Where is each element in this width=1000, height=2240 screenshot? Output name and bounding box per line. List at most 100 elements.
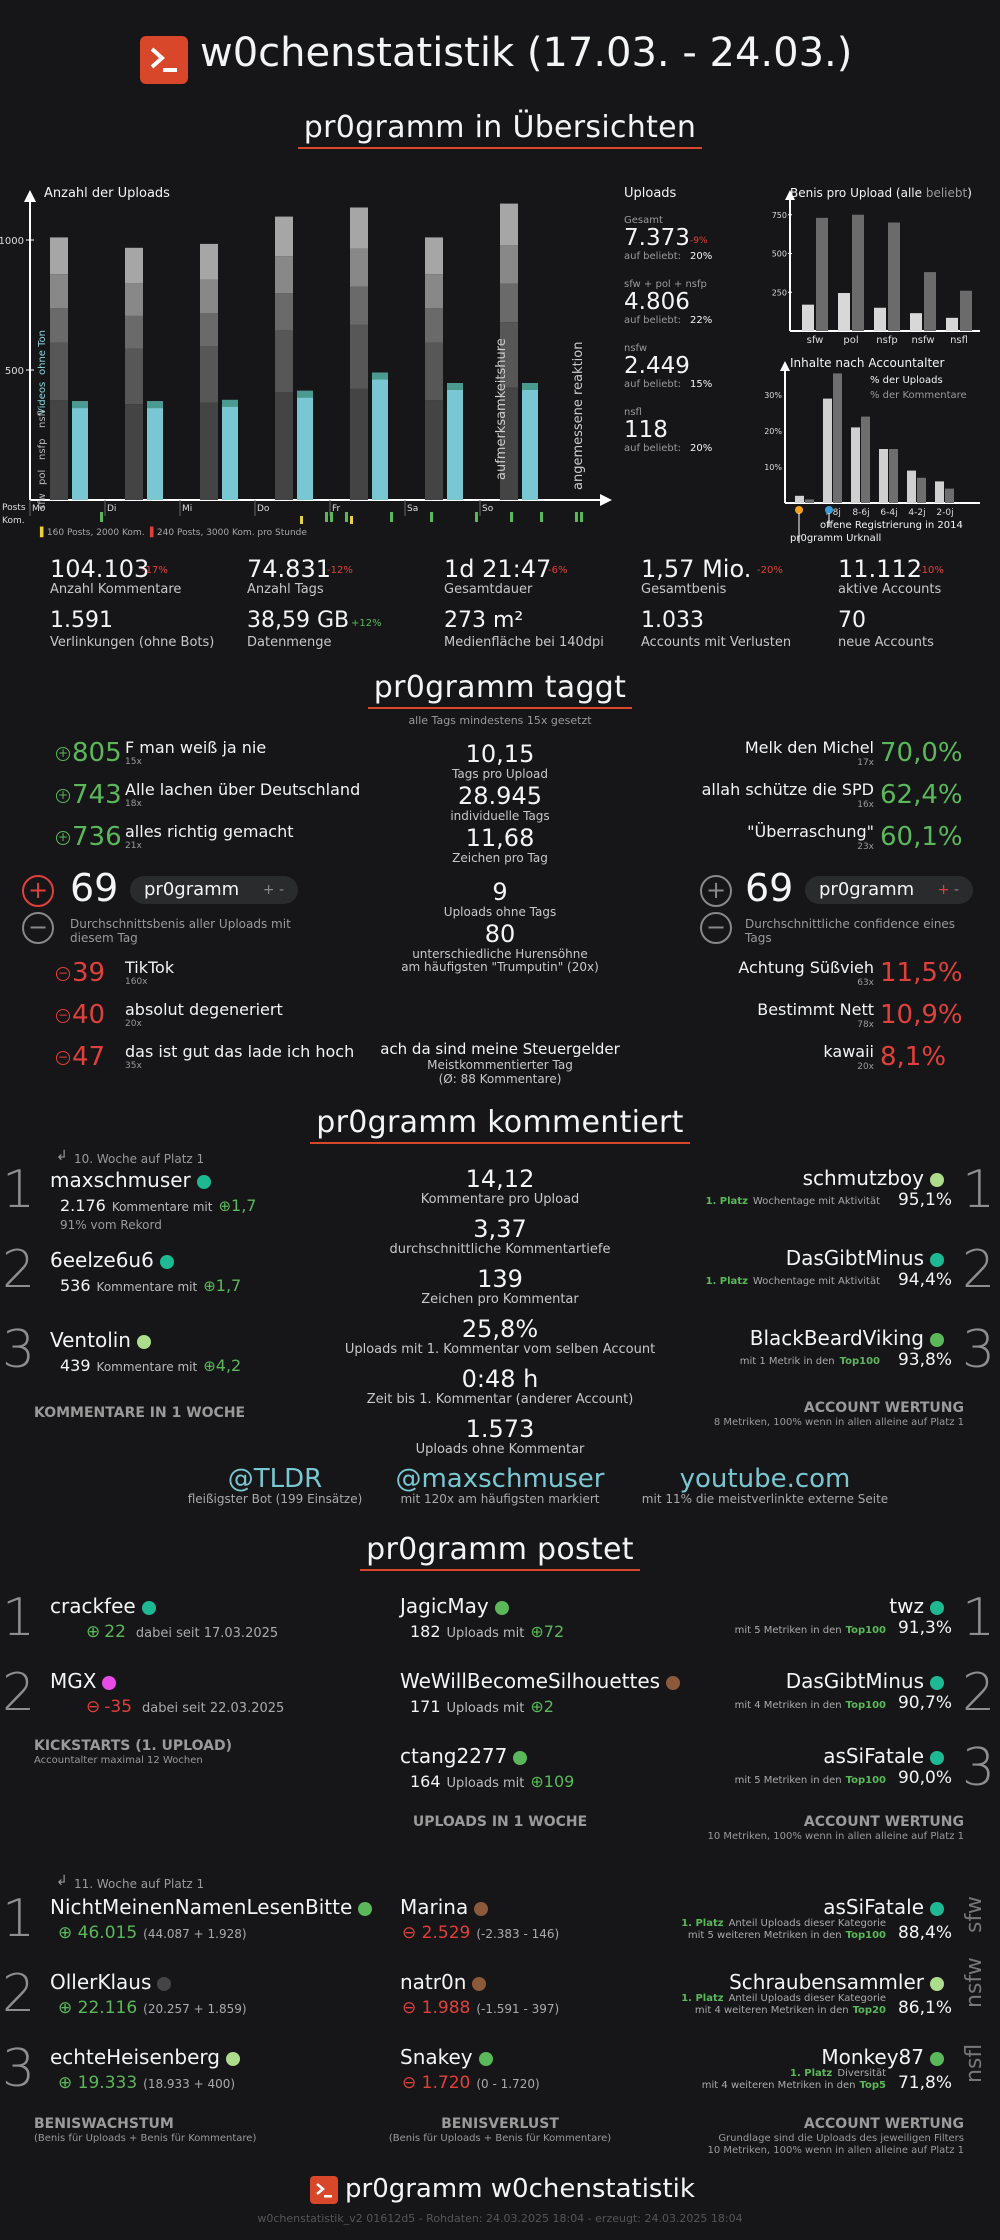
- x-tick-label: sfw: [807, 335, 824, 346]
- user-name-text[interactable]: asSiFatale: [823, 1744, 924, 1768]
- user-name-text[interactable]: Snakey: [400, 2045, 473, 2069]
- account-score: 93,8%: [897, 1350, 952, 1370]
- user-rank-dot: [136, 1334, 151, 1349]
- kick-line: ⊕ 22 dabei seit 17.03.2025: [86, 1622, 278, 1642]
- sort-up-button[interactable]: +: [700, 875, 732, 907]
- gain-line: ⊕ 19.333 (18.933 + 400): [58, 2073, 235, 2093]
- sort-up-button[interactable]: +: [22, 875, 54, 907]
- user-name-text[interactable]: MGX: [50, 1669, 97, 1693]
- user-name-text[interactable]: OllerKlaus: [50, 1970, 152, 1994]
- tag-score: 736: [72, 822, 122, 852]
- upload-bar-segment: [425, 274, 443, 309]
- user-name-text[interactable]: 6eelze6u6: [50, 1248, 154, 1272]
- pill-controls[interactable]: + -: [262, 882, 284, 898]
- age-legend-uploads: % der Uploads: [870, 375, 943, 386]
- user-name: NichtMeinenNamenLesenBitte: [50, 1895, 373, 1919]
- tag-pill-right[interactable]: pr0gramm + -: [805, 876, 973, 904]
- mid-value: 9: [492, 878, 508, 906]
- loss-line: ⊖ 1.720 (0 - 1.720): [402, 2073, 540, 2093]
- user-rank-dot: [666, 1675, 681, 1690]
- desc: mit 5 Metriken in den: [734, 1625, 842, 1636]
- benis-bar-alle: [874, 307, 886, 331]
- sort-down-button[interactable]: −: [22, 912, 54, 944]
- user-name-text[interactable]: JagicMay: [400, 1594, 489, 1618]
- y-tick-label: 500: [772, 250, 787, 259]
- plus-circle-icon: ⊕: [203, 1277, 216, 1295]
- comment-bar: [147, 401, 163, 500]
- tag-name: Melk den Michel: [744, 738, 874, 757]
- user-rank-dot: [157, 1976, 172, 1991]
- user-name-text[interactable]: echteHeisenberg: [50, 2045, 220, 2069]
- user-name-text[interactable]: Monkey87: [821, 2045, 924, 2069]
- comment-bar: [447, 383, 463, 500]
- upload-bar-segment: [200, 402, 218, 500]
- user-name-text[interactable]: asSiFatale: [823, 1895, 924, 1919]
- loss-detail: (0 - 1.720): [476, 2077, 540, 2091]
- footer-meta: w0chenstatistik_v2 01612d5 - Rohdaten: 2…: [257, 2212, 743, 2225]
- metric-desc: mit 5 Metriken in den Top100: [735, 1775, 886, 1786]
- comment-bar: [372, 372, 388, 500]
- stat-label: Datenmenge: [247, 635, 332, 650]
- age-note-reg: offene Registrierung in 2014: [820, 520, 963, 531]
- y-tick-label: 500: [5, 366, 24, 377]
- user-name-text[interactable]: ctang2277: [400, 1744, 508, 1768]
- user-name-text[interactable]: DasGibtMinus: [785, 1669, 924, 1693]
- user-rank-dot: [513, 1750, 528, 1765]
- tag-pill-left[interactable]: pr0gramm + -: [130, 876, 298, 904]
- sort-down-button[interactable]: −: [700, 912, 732, 944]
- comment-bar: [222, 399, 238, 500]
- uploads-stat-value: 2.449: [624, 353, 690, 379]
- user-name-text[interactable]: crackfee: [50, 1594, 136, 1618]
- heatmap-tick: [300, 516, 303, 524]
- comment-count: 536: [60, 1276, 91, 1295]
- pill-controls[interactable]: + -: [937, 882, 959, 898]
- user-name-text[interactable]: schmutzboy: [802, 1166, 924, 1190]
- annotation: angemessene reaktion: [571, 342, 586, 490]
- account-score: 71,8%: [897, 2073, 952, 2093]
- user-name: Monkey87: [821, 2045, 944, 2069]
- kick-benis: -35: [104, 1697, 133, 1717]
- user-name-text[interactable]: NichtMeinenNamenLesenBitte: [50, 1895, 353, 1919]
- upload-bar-segment: [200, 279, 218, 314]
- comment-count: 2.176: [60, 1196, 106, 1215]
- comment-bar-cap: [72, 401, 88, 409]
- user-name: 6eelze6u6: [50, 1248, 174, 1272]
- plus-circle-icon: ⊕: [530, 1772, 544, 1791]
- y-axis-arrow: [780, 361, 790, 371]
- loss-line: ⊖ 2.529 (-2.383 - 146): [402, 1923, 559, 1943]
- account-score: 90,7%: [897, 1693, 952, 1713]
- age-bar-uploads: [935, 481, 944, 503]
- user-name-text[interactable]: natr0n: [400, 1970, 467, 1994]
- user-name-text[interactable]: Marina: [400, 1895, 469, 1919]
- upload-bar-segment: [50, 237, 68, 275]
- user-name-text[interactable]: DasGibtMinus: [785, 1246, 924, 1270]
- user-name-text[interactable]: Schraubensammler: [729, 1970, 924, 1994]
- user-name-text[interactable]: twz: [889, 1594, 924, 1618]
- desc: mit 4 Metriken in den: [734, 1700, 842, 1711]
- minus-circle-icon: −: [56, 1050, 70, 1065]
- avg-benis: 4,2: [215, 1356, 242, 1375]
- stat-label: Gesamtdauer: [444, 582, 533, 597]
- loss-detail: (-1.591 - 397): [476, 2002, 560, 2016]
- user-name-text[interactable]: BlackBeardViking: [749, 1326, 924, 1350]
- user-rank-dot: [930, 1252, 944, 1267]
- comment-line: 536 Kommentare mit ⊕1,7: [60, 1276, 241, 1295]
- upload-count: 164: [410, 1772, 441, 1791]
- account-score: 95,1%: [897, 1190, 952, 1210]
- comment-line: 2.176 Kommentare mit ⊕1,7: [60, 1196, 256, 1215]
- loss-detail: (-2.383 - 146): [476, 1927, 560, 1941]
- upload-line: 182 Uploads mit ⊕72: [410, 1622, 564, 1641]
- comment-bar: [297, 390, 313, 500]
- user-name-text[interactable]: maxschmuser: [50, 1168, 191, 1192]
- comment-bar-cap: [522, 383, 538, 390]
- avg-benis: 1,7: [215, 1276, 242, 1295]
- upload-line: 171 Uploads mit ⊕2: [410, 1697, 554, 1716]
- caption-sub: (Benis für Uploads + Benis für Kommentar…: [34, 2133, 257, 2144]
- user-name: BlackBeardViking: [750, 1326, 944, 1350]
- side-label: sfw: [37, 493, 48, 510]
- day-label: Mo: [32, 504, 46, 514]
- user-name-text[interactable]: Ventolin: [50, 1328, 131, 1352]
- caption-sub: (Benis für Uploads + Benis für Kommentar…: [388, 2133, 612, 2144]
- user-name-text[interactable]: WeWillBecomeSilhouettes: [400, 1669, 661, 1693]
- tag-confidence: 70,0%: [880, 738, 963, 768]
